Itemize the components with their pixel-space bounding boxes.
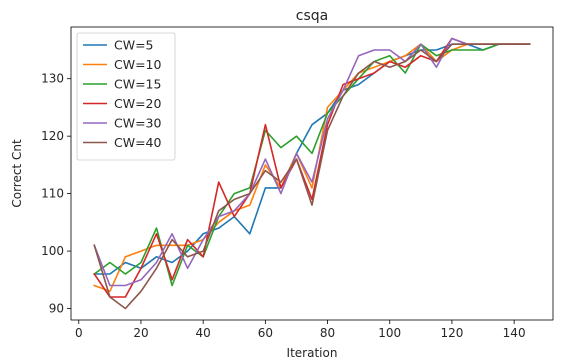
- x-tick-label: 0: [75, 326, 83, 340]
- chart-title: csqa: [296, 8, 328, 24]
- legend-label-cw-5: CW=5: [114, 38, 154, 53]
- x-tick-label: 140: [503, 326, 526, 340]
- legend: CW=5 CW=10 CW=15 CW=20 CW=30 CW=40: [76, 32, 176, 161]
- x-tick-label: 80: [320, 326, 335, 340]
- series-layer: [93, 37, 531, 310]
- legend-label-cw-40: CW=40: [114, 135, 162, 150]
- x-tick-label: 120: [440, 326, 463, 340]
- y-tick-label: 90: [49, 302, 64, 316]
- x-axis-title: Iteration: [287, 346, 338, 360]
- series-line-cw-10: [93, 43, 531, 293]
- y-axis-title: Correct Cnt: [10, 139, 24, 208]
- x-axis: 0 20 40 60 80 100 120 140: [75, 320, 526, 340]
- x-tick-label: 40: [196, 326, 211, 340]
- series-line-cw-40: [93, 43, 531, 310]
- y-tick-label: 110: [41, 187, 64, 201]
- legend-label-cw-10: CW=10: [114, 57, 162, 72]
- y-tick-label: 100: [41, 244, 64, 258]
- x-tick-label: 60: [258, 326, 273, 340]
- x-tick-label: 100: [378, 326, 401, 340]
- series-line-cw-30: [93, 37, 531, 287]
- legend-label-cw-30: CW=30: [114, 116, 162, 131]
- legend-label-cw-15: CW=15: [114, 77, 161, 92]
- plot-frame: [70, 26, 554, 321]
- y-tick-label: 130: [41, 72, 64, 86]
- x-tick-label: 20: [133, 326, 148, 340]
- legend-label-cw-20: CW=20: [114, 96, 162, 111]
- y-tick-label: 120: [41, 129, 64, 143]
- y-axis: 90 100 110 120 130: [41, 72, 71, 316]
